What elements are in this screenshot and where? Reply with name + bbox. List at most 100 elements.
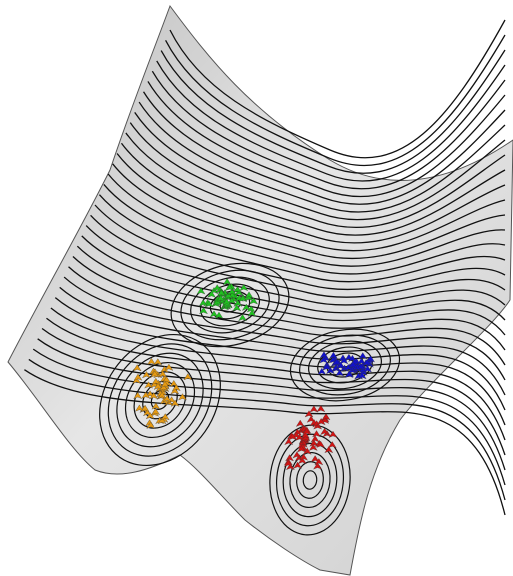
- marker-red: [286, 463, 295, 471]
- marker-blue: [357, 372, 367, 380]
- marker-orange: [170, 387, 180, 395]
- marker-red: [299, 453, 308, 461]
- marker-green: [212, 284, 222, 292]
- contour-line: [54, 297, 506, 411]
- contour-line: [28, 358, 506, 501]
- marker-green: [241, 303, 251, 311]
- marker-green: [212, 298, 222, 306]
- contour-line: [112, 163, 506, 259]
- marker-orange: [157, 391, 167, 399]
- marker-red: [310, 455, 320, 463]
- contour-line: [24, 369, 506, 516]
- marker-red: [284, 438, 294, 446]
- marker-green: [196, 287, 206, 295]
- marker-orange: [132, 376, 141, 384]
- marker-green: [207, 290, 216, 298]
- marker-red: [285, 454, 294, 462]
- contour-line: [76, 245, 506, 336]
- contour-line: [138, 101, 506, 213]
- contour-line: [169, 19, 506, 159]
- marker-green: [209, 310, 219, 318]
- contour-line: [116, 153, 506, 252]
- marker-blue: [362, 359, 372, 367]
- marker-green: [244, 291, 254, 299]
- marker-orange: [151, 377, 161, 385]
- marker-blue: [329, 351, 338, 359]
- marker-green: [217, 289, 226, 297]
- marker-red: [312, 420, 322, 428]
- marker-red: [293, 461, 302, 469]
- contour-line: [85, 225, 506, 306]
- marker-green: [225, 283, 234, 291]
- cluster-markers: [132, 278, 375, 471]
- marker-red: [314, 458, 324, 466]
- contour-line: [125, 132, 506, 236]
- contour-line: [107, 173, 506, 267]
- marker-orange: [164, 363, 174, 371]
- marker-green: [232, 304, 242, 312]
- marker-blue: [357, 357, 366, 365]
- marker-red: [324, 446, 334, 454]
- marker-green: [222, 278, 232, 286]
- marker-green: [216, 294, 226, 302]
- contour-ring: [299, 334, 391, 396]
- marker-red: [321, 413, 331, 421]
- marker-green: [244, 294, 254, 302]
- contour-line: [98, 194, 506, 283]
- marker-blue: [358, 368, 368, 376]
- marker-red: [309, 405, 319, 413]
- contour-ring: [116, 352, 204, 448]
- marker-red: [320, 427, 329, 435]
- marker-red: [292, 451, 302, 459]
- marker-red: [295, 419, 305, 427]
- contour-ring: [308, 340, 382, 390]
- marker-green: [227, 288, 237, 296]
- marker-orange: [153, 358, 163, 366]
- marker-blue: [336, 361, 346, 369]
- contour-line: [120, 142, 506, 244]
- marker-green: [222, 298, 232, 306]
- contour-ring: [302, 470, 318, 490]
- marker-red: [313, 462, 322, 470]
- marker-green: [234, 288, 244, 296]
- marker-red: [297, 457, 307, 465]
- marker-green: [247, 309, 257, 317]
- contour-line: [41, 328, 506, 456]
- marker-red: [297, 445, 306, 453]
- marker-green: [198, 299, 208, 307]
- marker-red: [312, 430, 321, 438]
- marker-blue: [322, 363, 332, 371]
- marker-blue: [335, 369, 345, 377]
- marker-orange: [158, 370, 168, 378]
- marker-green: [238, 314, 247, 322]
- marker-blue: [358, 352, 368, 360]
- marker-blue: [344, 370, 354, 378]
- marker-orange: [162, 395, 172, 403]
- marker-green: [224, 291, 233, 299]
- contour-line: [156, 60, 506, 182]
- marker-red: [302, 428, 312, 436]
- marker-red: [316, 418, 326, 426]
- contour-line: [68, 266, 506, 366]
- contour-ring: [289, 328, 401, 402]
- contour-line: [151, 70, 506, 190]
- contour-line: [129, 122, 506, 228]
- contour-line: [142, 91, 506, 205]
- marker-orange: [142, 371, 151, 379]
- contour-line: [90, 214, 506, 298]
- marker-orange: [170, 399, 180, 407]
- marker-orange: [159, 383, 168, 391]
- marker-orange: [151, 408, 161, 416]
- marker-red: [327, 441, 337, 449]
- marker-orange: [171, 384, 181, 392]
- marker-orange: [150, 370, 160, 378]
- contour-line: [160, 49, 506, 174]
- marker-red: [283, 459, 293, 467]
- marker-orange: [160, 413, 170, 421]
- marker-red: [328, 430, 338, 438]
- marker-orange: [146, 421, 156, 429]
- contour-line: [94, 204, 506, 291]
- contour-ring: [180, 269, 280, 341]
